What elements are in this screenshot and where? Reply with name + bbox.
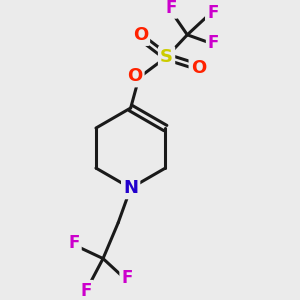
Text: F: F <box>122 269 133 287</box>
Text: N: N <box>123 179 138 197</box>
Text: S: S <box>160 48 173 66</box>
Text: O: O <box>191 59 206 77</box>
Text: O: O <box>133 26 148 44</box>
Text: F: F <box>81 282 92 300</box>
Text: F: F <box>68 234 80 252</box>
Text: O: O <box>127 67 142 85</box>
Text: F: F <box>208 34 219 52</box>
Text: F: F <box>165 0 176 17</box>
Text: F: F <box>207 4 218 22</box>
